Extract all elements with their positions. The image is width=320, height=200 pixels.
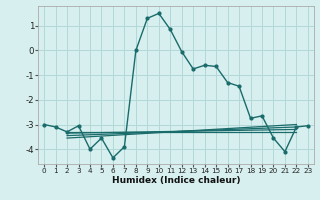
X-axis label: Humidex (Indice chaleur): Humidex (Indice chaleur): [112, 176, 240, 185]
